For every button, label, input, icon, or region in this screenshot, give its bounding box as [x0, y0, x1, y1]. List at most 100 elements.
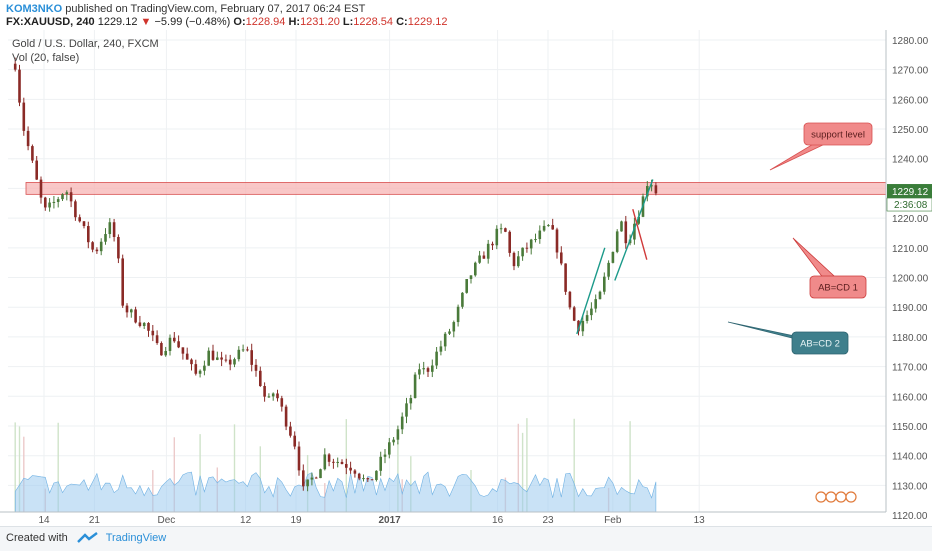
low-label: L: — [342, 16, 354, 28]
last-price-badge — [887, 184, 932, 199]
tradingview-link[interactable]: TradingView — [105, 532, 167, 544]
candle-body — [26, 130, 30, 147]
created-with-label: Created with — [6, 532, 68, 544]
candle-body — [366, 478, 370, 480]
candle-body — [633, 223, 636, 240]
candle-body — [495, 228, 499, 246]
candle-body — [551, 225, 554, 230]
y-tick-label: 1250.00 — [892, 125, 929, 136]
candle-body — [74, 201, 77, 218]
volume-title: Vol (20, false) — [12, 52, 79, 64]
candle-body — [168, 337, 172, 351]
candle-body — [220, 357, 223, 360]
candle-body — [181, 347, 185, 354]
candle-body — [39, 179, 43, 198]
candle-body — [499, 228, 503, 230]
candle-body — [585, 315, 589, 321]
candle-body — [198, 370, 202, 374]
x-tick-label: 14 — [38, 515, 50, 526]
candle-body — [104, 234, 107, 242]
candle-body — [478, 255, 481, 263]
candle-body — [203, 365, 206, 371]
candle-body — [142, 322, 146, 327]
candle-body — [349, 467, 352, 471]
candle-body — [164, 350, 167, 356]
x-tick-label: 12 — [240, 515, 252, 526]
x-tick-label: 19 — [290, 515, 302, 526]
y-tick-label: 1220.00 — [892, 214, 929, 225]
y-tick-label: 1140.00 — [892, 452, 928, 463]
candle-body — [327, 454, 331, 462]
candle-body — [130, 309, 133, 313]
support-zone[interactable] — [25, 182, 887, 195]
candle-body — [581, 320, 585, 332]
event-flag-icon — [835, 491, 847, 503]
callout-abcd-2: AB=CD 2 — [727, 321, 849, 355]
candle-body — [452, 322, 456, 332]
countdown-label: 2:36:08 — [894, 200, 928, 211]
tradingview-logo-icon[interactable] — [76, 532, 99, 544]
candle-body — [362, 478, 365, 480]
abcd-leg — [632, 209, 648, 260]
candle-body — [504, 228, 507, 232]
candle-body — [147, 322, 150, 331]
candle-body — [396, 429, 400, 440]
candle-body — [207, 350, 210, 366]
candle-body — [250, 350, 253, 365]
y-tick-label: 1160.00 — [892, 392, 928, 403]
candle-body — [469, 275, 473, 280]
open-value: 1228.94 — [245, 16, 286, 28]
close-value: 1229.12 — [407, 16, 448, 28]
event-flag-icon — [825, 491, 837, 503]
x-tick-label: 21 — [89, 515, 101, 526]
candle-body — [211, 350, 215, 360]
candle-body — [568, 291, 572, 308]
series-title: Gold / U.S. Dollar, 240, FXCM — [12, 38, 159, 50]
last-price: 1229.12 — [97, 16, 138, 28]
candle-body — [173, 337, 176, 342]
y-tick-label: 1170.00 — [892, 363, 928, 374]
candle-body — [370, 479, 374, 481]
candle-body — [379, 456, 382, 471]
published-text: published on TradingView.com, February 0… — [65, 3, 366, 15]
candle-body — [160, 343, 163, 356]
candle-body — [594, 299, 597, 309]
y-tick-label: 1260.00 — [892, 95, 929, 106]
candle-body — [56, 199, 60, 202]
support-zone-rect — [25, 182, 887, 195]
candle-body — [512, 252, 516, 267]
candle-body — [151, 330, 155, 336]
candle-body — [547, 225, 550, 227]
countdown-badge — [886, 197, 932, 212]
candle-body — [13, 63, 17, 70]
candle-body — [590, 308, 593, 316]
callout-box — [803, 122, 873, 146]
candle-body — [409, 398, 413, 404]
y-tick-label: 1130.00 — [892, 481, 928, 492]
candle-body — [577, 320, 580, 332]
candle-body — [534, 239, 537, 241]
candle-body — [465, 279, 468, 293]
candle-body — [491, 243, 494, 246]
publish-line: KOM3NKO published on TradingView.com, Fe… — [6, 3, 365, 15]
candle-body — [224, 359, 228, 361]
y-tick-label: 1240.00 — [892, 155, 929, 166]
candle-body — [108, 222, 112, 235]
candle-body — [654, 185, 658, 194]
candle-body — [48, 202, 51, 208]
candle-body — [87, 226, 90, 243]
candle-body — [400, 416, 404, 430]
candle-body — [112, 222, 116, 237]
candle-body — [194, 364, 198, 374]
price-chart[interactable]: support level AB=CD 1 AB=CD 2 1120.00 1130.… — [0, 30, 932, 526]
drawings[interactable]: support level AB=CD 1 AB=CD 2 — [576, 122, 873, 355]
candle-body — [517, 256, 520, 267]
y-tick-label: 1190.00 — [892, 303, 928, 314]
candle-body — [280, 398, 284, 407]
candle-body — [542, 225, 546, 231]
y-tick-label: 1150.00 — [892, 422, 928, 433]
candle-body — [637, 216, 640, 224]
author-link[interactable]: KOM3NKO — [6, 3, 63, 15]
x-tick-label: Dec — [158, 515, 176, 526]
candle-body — [435, 351, 438, 366]
